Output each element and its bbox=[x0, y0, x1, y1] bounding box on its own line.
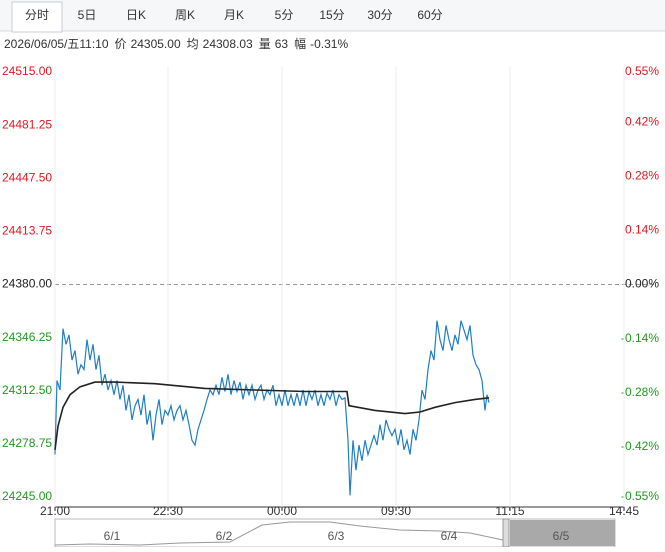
navigator-label: 6/1 bbox=[104, 529, 121, 543]
y2-tick-label: 0.28% bbox=[625, 168, 659, 182]
tab[interactable]: 60分 bbox=[417, 8, 442, 22]
y2-tick-label: -0.55% bbox=[621, 489, 659, 503]
y-tick-label: 24312.50 bbox=[2, 383, 52, 397]
navigator-label: 6/5 bbox=[553, 529, 570, 543]
y2-tick-label: -0.42% bbox=[621, 439, 659, 453]
tab-bar bbox=[0, 0, 665, 31]
y2-tick-label: 0.55% bbox=[625, 64, 659, 78]
tab[interactable]: 30分 bbox=[367, 8, 392, 22]
y-tick-label: 24245.00 bbox=[2, 489, 52, 503]
info-time: 2026/06/05/五11:10 bbox=[4, 37, 109, 51]
tab[interactable]: 日K bbox=[126, 8, 146, 22]
info-value: -0.31% bbox=[310, 37, 348, 51]
tab[interactable]: 周K bbox=[175, 8, 195, 22]
info-label: 幅 bbox=[294, 36, 306, 51]
tab[interactable]: 月K bbox=[224, 8, 244, 22]
x-tick-label: 00:00 bbox=[267, 504, 297, 518]
info-value: 24305.00 bbox=[131, 37, 181, 51]
y-tick-label: 24278.75 bbox=[2, 436, 52, 450]
x-tick-label: 14:45 bbox=[609, 504, 639, 518]
y2-tick-label: 0.14% bbox=[625, 223, 659, 237]
y-tick-label: 24346.25 bbox=[2, 330, 52, 344]
navigator-window[interactable] bbox=[510, 520, 615, 546]
tab[interactable]: 15分 bbox=[319, 8, 344, 22]
tab[interactable]: 5分 bbox=[275, 8, 294, 22]
y2-tick-label: -0.28% bbox=[621, 385, 659, 399]
y-tick-label: 24447.50 bbox=[2, 170, 52, 184]
average-line bbox=[54, 381, 490, 450]
navigator-handle[interactable] bbox=[502, 518, 510, 548]
info-line: 2026/06/05/五11:10 价 24305.00 均 24308.03 量 63 幅 -… bbox=[4, 36, 348, 51]
x-tick-label: 21:00 bbox=[40, 504, 70, 518]
price-line bbox=[54, 320, 490, 496]
y-tick-label: 24413.75 bbox=[2, 224, 52, 238]
y-tick-label: 24515.00 bbox=[2, 64, 52, 78]
y2-tick-label: 0.42% bbox=[625, 114, 659, 128]
tab[interactable]: 5日 bbox=[78, 8, 97, 22]
navigator-line bbox=[54, 521, 504, 546]
info-value: 63 bbox=[275, 37, 289, 51]
y2-tick-label: -0.14% bbox=[621, 331, 659, 345]
y-tick-label: 24380.00 bbox=[2, 277, 52, 291]
x-tick-label: 11:15 bbox=[495, 504, 524, 518]
info-label: 均 bbox=[187, 37, 199, 51]
y2-tick-label: 0.00% bbox=[625, 277, 659, 291]
info-value: 24308.03 bbox=[203, 37, 253, 51]
info-label: 价 bbox=[115, 37, 127, 51]
y-tick-label: 24481.25 bbox=[2, 117, 52, 131]
navigator-label: 6/3 bbox=[328, 529, 345, 543]
navigator-label: 6/2 bbox=[216, 529, 233, 543]
x-tick-label: 09:30 bbox=[381, 504, 411, 518]
navigator-label: 6/4 bbox=[441, 529, 458, 543]
selected-tab bbox=[11, 1, 63, 33]
info-label: 量 bbox=[259, 37, 271, 51]
tab[interactable]: 分时 bbox=[25, 8, 49, 22]
x-tick-label: 22:30 bbox=[153, 504, 183, 518]
